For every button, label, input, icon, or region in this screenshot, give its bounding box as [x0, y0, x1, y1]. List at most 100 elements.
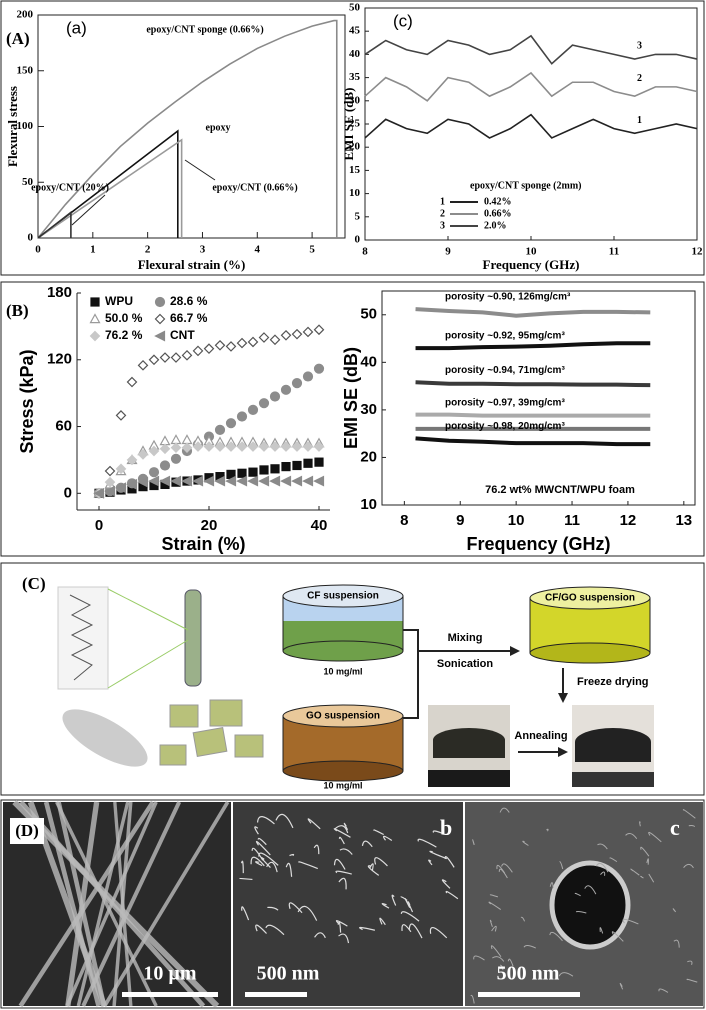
marker [247, 475, 259, 487]
marker [225, 441, 237, 452]
marker [291, 378, 303, 389]
fiber [65, 801, 100, 1007]
marker [292, 460, 302, 471]
marker [247, 336, 259, 348]
flake [488, 901, 501, 910]
y-axis-label: EMI SE (dB) [341, 347, 361, 449]
x-tick-label: 3 [200, 244, 206, 256]
y-tick-label: 120 [47, 351, 72, 368]
y-tick-label: 30 [349, 94, 361, 106]
flake [289, 853, 295, 857]
x-axis-label: Frequency (GHz) [466, 534, 610, 554]
flake [417, 838, 437, 848]
flake [672, 908, 677, 913]
flake [333, 858, 346, 870]
x-tick-label: 8 [362, 246, 368, 258]
panel-frame [0, 281, 705, 557]
marker [170, 352, 182, 363]
x-tick-label: 10 [508, 512, 525, 529]
image-label: b [440, 815, 452, 840]
marker [170, 453, 182, 464]
y-tick-label: 40 [349, 48, 361, 60]
y-tick-label: 15 [349, 164, 361, 176]
marker [302, 475, 314, 487]
sample [433, 740, 505, 758]
curve-label: 2 [637, 73, 642, 84]
flake [441, 879, 451, 889]
fiber [76, 801, 130, 1007]
flake [381, 902, 390, 909]
marker [291, 441, 303, 452]
flake [391, 894, 397, 906]
marker [203, 343, 215, 354]
marker [104, 476, 116, 488]
panel-frame [0, 799, 705, 1009]
flake [507, 958, 514, 967]
flake [256, 816, 275, 825]
marker [159, 443, 171, 455]
flake [595, 862, 609, 873]
flake [558, 972, 574, 977]
marker [258, 441, 270, 452]
label: 10 mg/ml [323, 780, 362, 790]
marker [248, 467, 258, 477]
y-axis-label: Stress (kPa) [17, 349, 37, 453]
y-tick-label: 10 [349, 187, 361, 199]
y-tick-label: 0 [355, 234, 361, 246]
marker [148, 354, 160, 366]
photo [428, 770, 510, 787]
arrow [510, 646, 520, 656]
flake [379, 917, 386, 926]
step-label: Mixing [448, 632, 483, 644]
marker [159, 460, 171, 471]
micrographs [3, 799, 703, 1009]
fiber [103, 801, 230, 1007]
marker [236, 441, 248, 452]
y-axis-label: Flexural stress [5, 86, 20, 167]
marker [137, 449, 149, 460]
panel-label: (D) [15, 821, 39, 840]
series-label: porosity ~0.90, 126mg/cm³ [445, 292, 571, 303]
flake [658, 988, 669, 993]
diagram: (C) CF suspension 10 mg/ml GO suspension… [22, 574, 654, 790]
plot-frame [381, 290, 696, 506]
flake [496, 864, 506, 874]
step-label: Annealing [514, 730, 567, 742]
flake [574, 892, 581, 897]
legend-label: 0.66% [484, 208, 512, 219]
flake [599, 927, 604, 934]
flake [673, 939, 680, 948]
marker [236, 337, 248, 349]
label: CF suspension [307, 591, 379, 602]
legend-label: 76.2 % [105, 328, 143, 342]
marker [170, 442, 182, 454]
x-tick-label: 0 [35, 244, 41, 256]
flake [584, 885, 597, 895]
legend-marker [154, 313, 166, 325]
fiber [81, 801, 182, 1007]
flake [255, 840, 271, 856]
x-tick-label: 11 [609, 246, 619, 258]
x-tick-label: 4 [255, 244, 261, 256]
flake [369, 863, 374, 871]
marker [302, 441, 314, 452]
marker [214, 475, 226, 487]
x-tick-label: 40 [311, 517, 328, 534]
flake [404, 898, 411, 908]
y-tick-label: 45 [349, 25, 361, 37]
flake [338, 877, 347, 890]
fiber [43, 801, 101, 1007]
y-tick-label: 0 [64, 484, 72, 501]
panel-frame [0, 562, 705, 796]
flake [265, 924, 285, 936]
flake [428, 859, 433, 866]
marker [280, 329, 292, 341]
arrow [184, 159, 216, 181]
flake [257, 837, 267, 846]
flake [611, 931, 624, 942]
y-tick-label: 5 [355, 210, 361, 222]
marker [313, 363, 325, 374]
marker [203, 475, 215, 487]
